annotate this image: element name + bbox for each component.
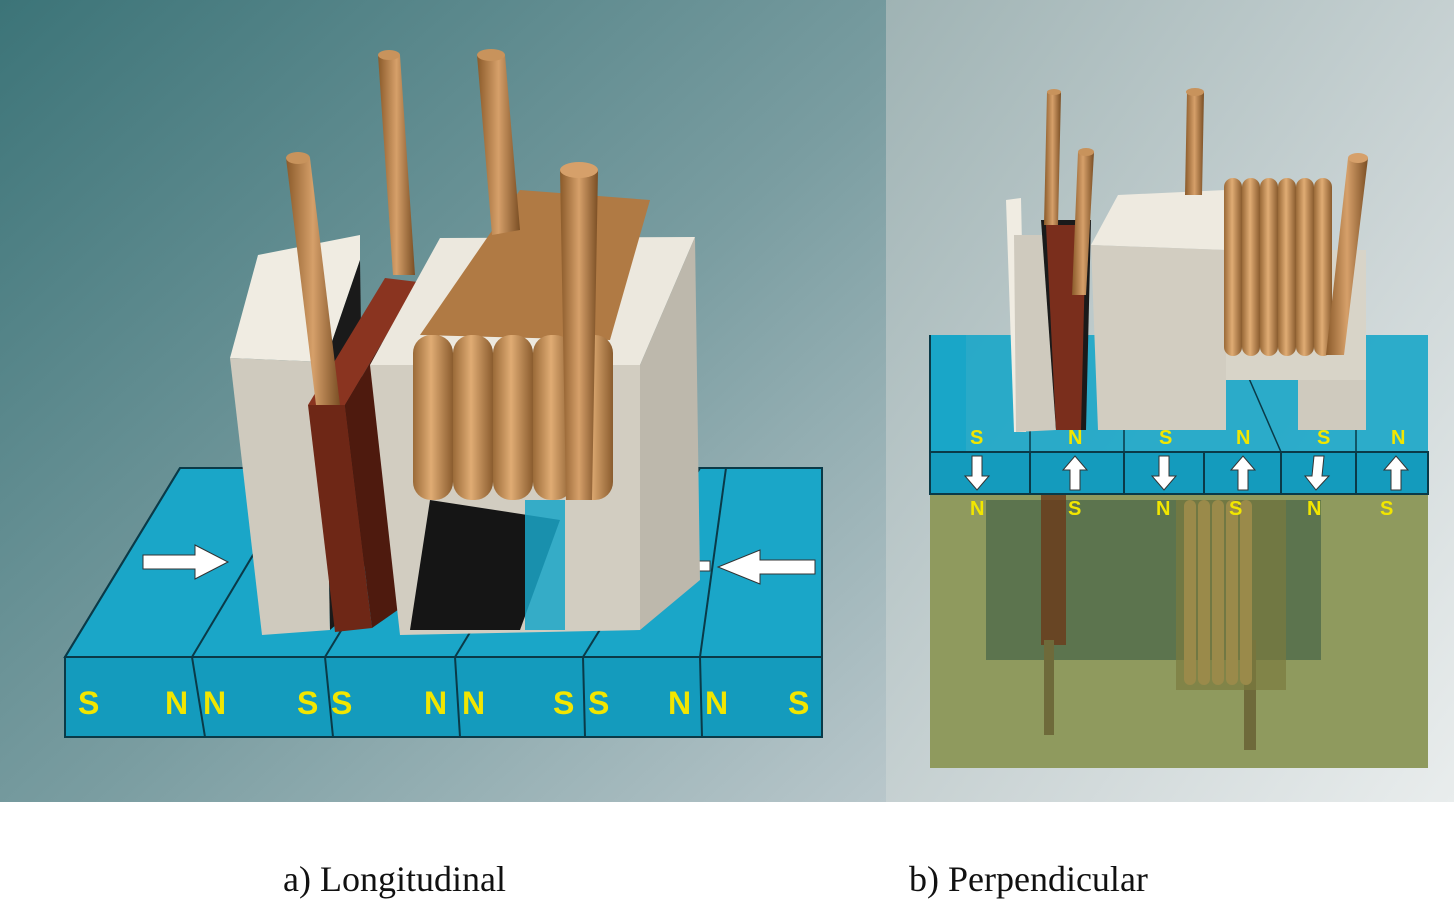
pole-label: N [165, 685, 188, 721]
pole-labels: S N N S S N N S S N N S [78, 685, 809, 721]
pole-label: N [705, 685, 728, 721]
perpendicular-diagram: S N S N S N N S N S N S [886, 0, 1454, 802]
pole-label: N [1156, 498, 1170, 520]
pole-label: S [1229, 498, 1242, 520]
pole-label: N [424, 685, 447, 721]
pole-label: S [331, 685, 352, 721]
pole-label: N [970, 498, 984, 520]
longitudinal-illustration: S N N S S N N S S N N S [0, 0, 886, 802]
pole-label: S [970, 427, 983, 449]
lead-wires [1044, 88, 1368, 355]
longitudinal-diagram: S N N S S N N S S N N S [0, 0, 886, 802]
pole-label: N [462, 685, 485, 721]
caption-perpendicular: b) Perpendicular [909, 859, 1148, 899]
perpendicular-illustration: S N S N S N N S N S N S [886, 0, 1454, 802]
pole-label: S [1380, 498, 1393, 520]
caption-longitudinal: a) Longitudinal [283, 859, 506, 899]
magnetization-arrows [963, 455, 1410, 491]
pole-label: S [553, 685, 574, 721]
read-head [230, 235, 418, 635]
pole-label: N [1391, 427, 1405, 449]
coil [1224, 178, 1332, 356]
soft-underlayer [930, 494, 1428, 768]
pole-label: N [1068, 427, 1082, 449]
top-pole-labels: S N S N S N [970, 427, 1405, 449]
pole-label: S [1317, 427, 1330, 449]
bottom-pole-labels: N S N S N S [970, 498, 1393, 520]
pole-label: N [668, 685, 691, 721]
pole-label: S [297, 685, 318, 721]
pole-label: N [203, 685, 226, 721]
pole-label: S [78, 685, 99, 721]
pole-label: S [1159, 427, 1172, 449]
lead-wires [286, 49, 598, 500]
pole-label: S [788, 685, 809, 721]
pole-label: S [1068, 498, 1081, 520]
pole-label: N [1307, 498, 1321, 520]
pole-label: S [588, 685, 609, 721]
pole-label: N [1236, 427, 1250, 449]
